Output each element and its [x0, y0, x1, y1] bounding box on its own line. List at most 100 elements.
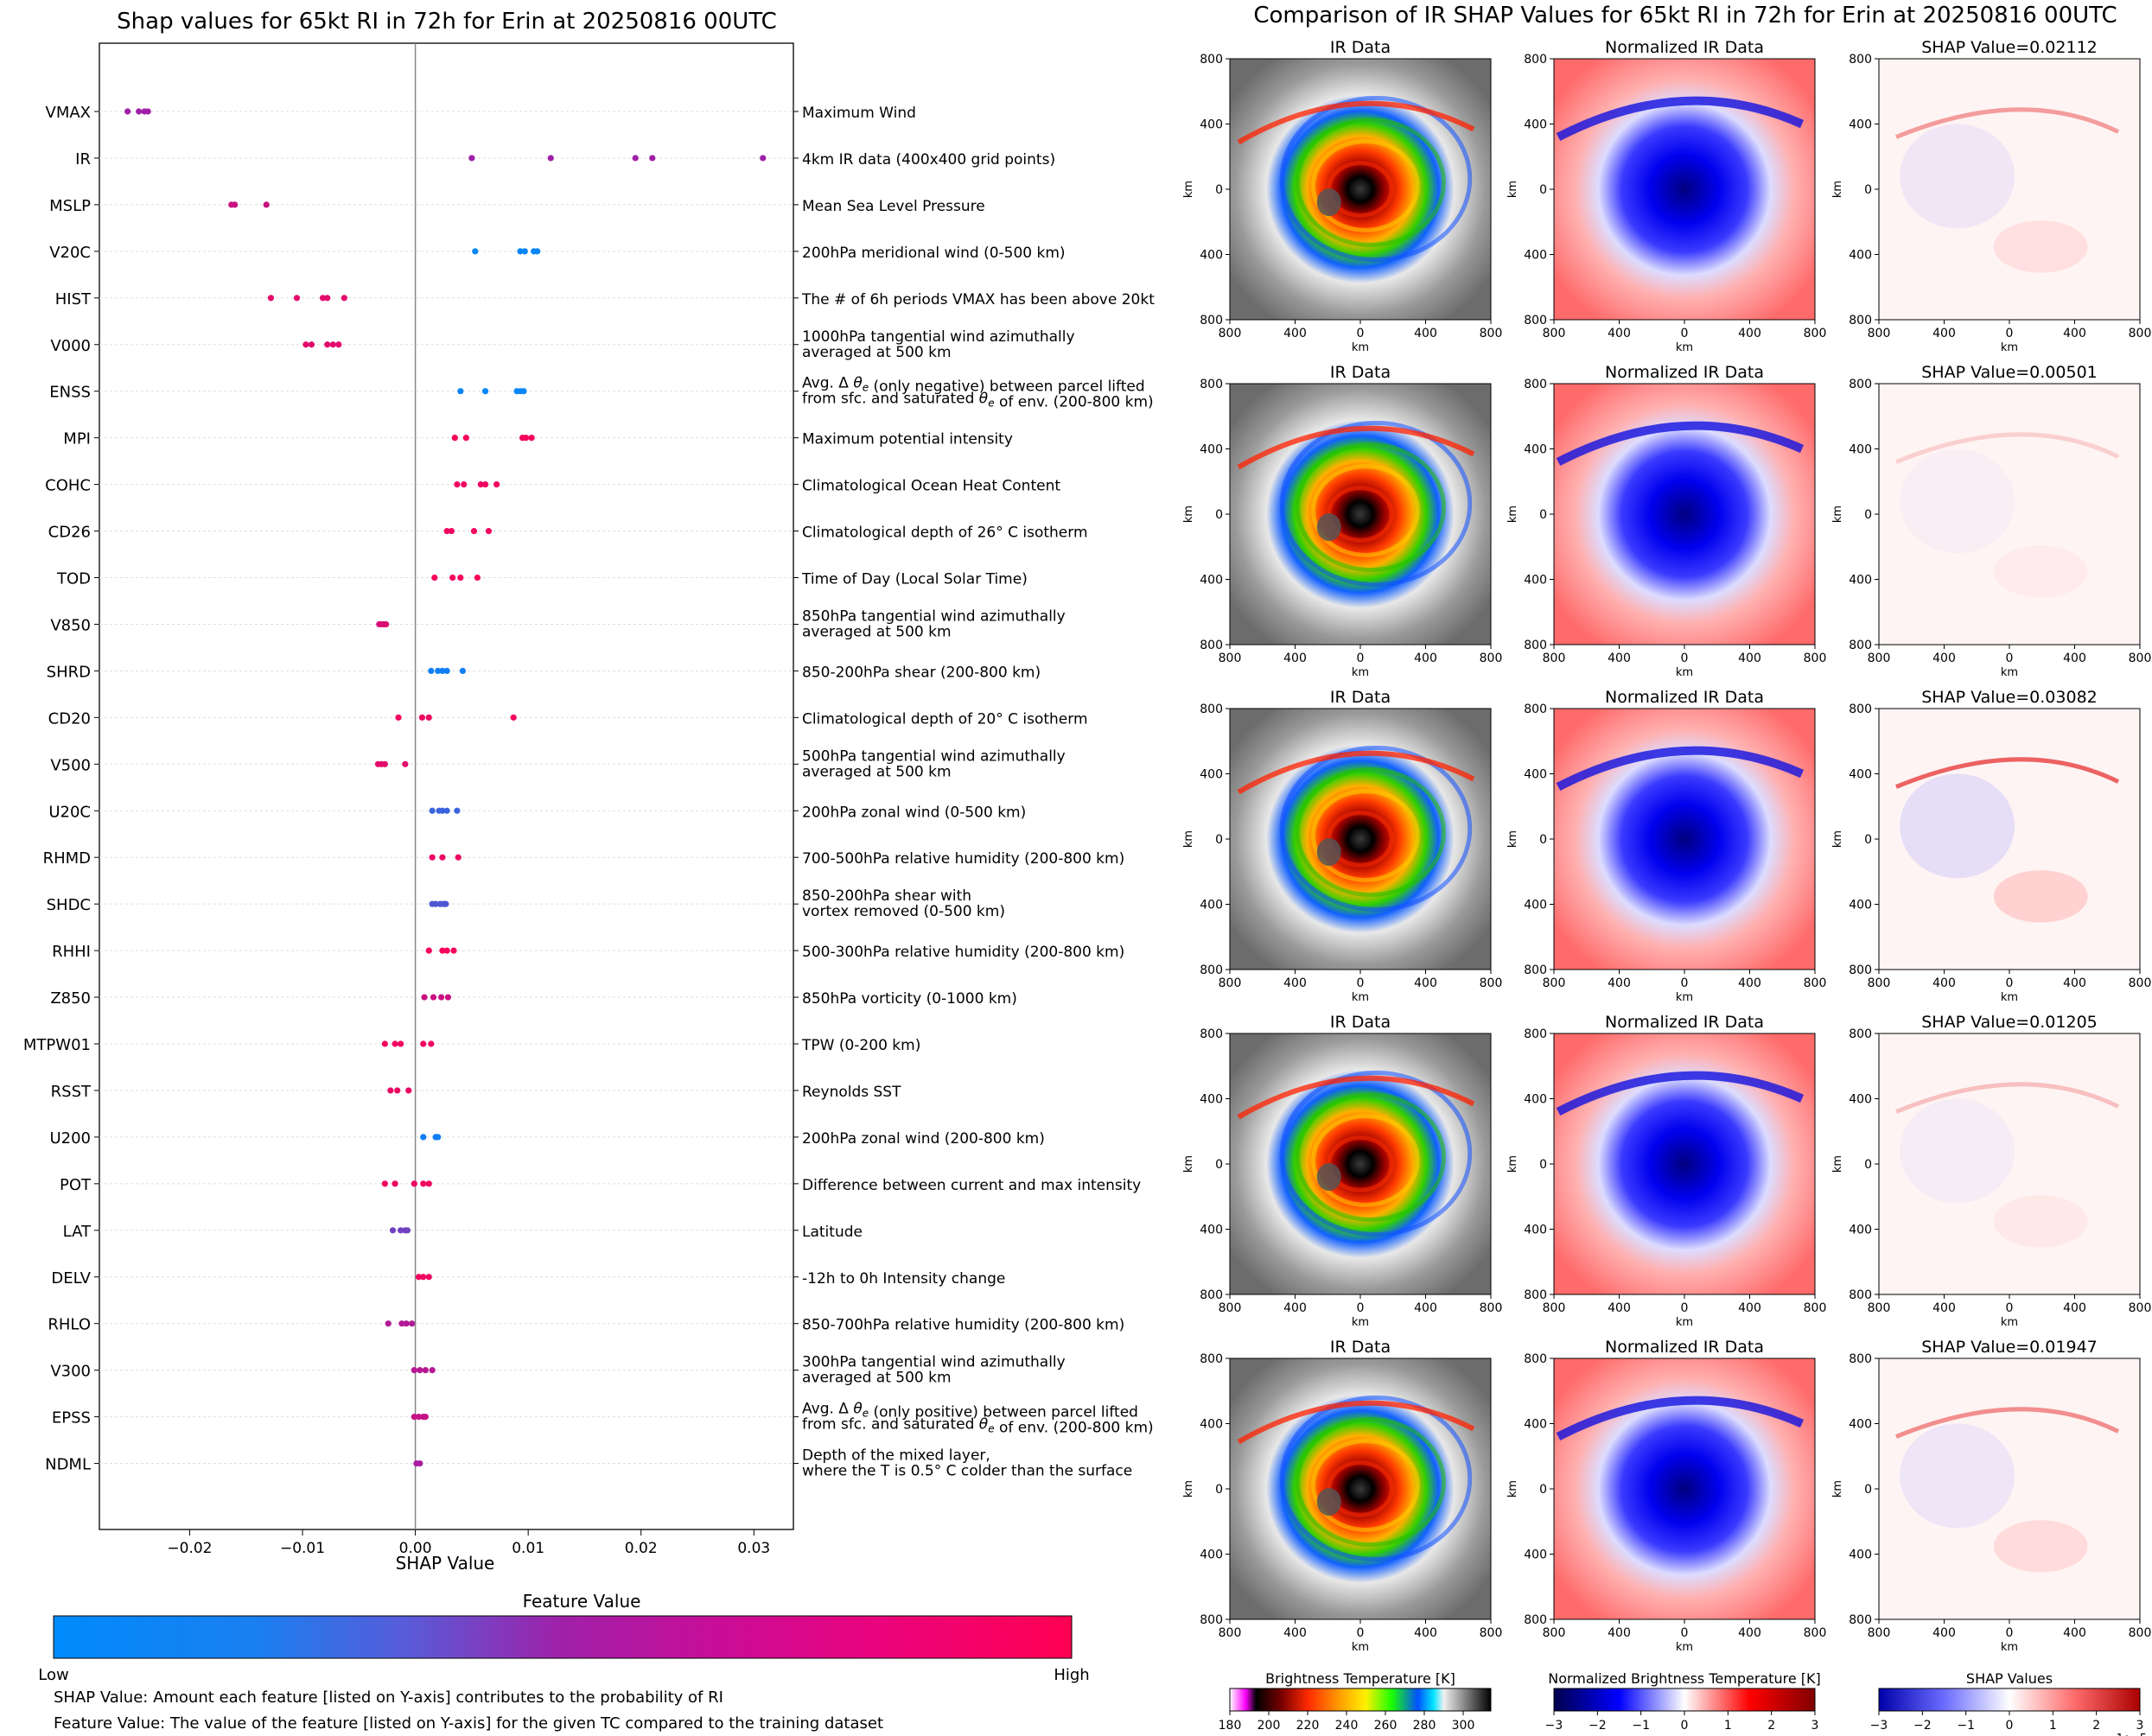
y-tick-label: 800 [1849, 1352, 1872, 1366]
shap-point [439, 807, 446, 814]
feature-description: 850-200hPa shear (200-800 km) [802, 664, 1041, 681]
feature-label: POT [60, 1176, 92, 1194]
shap-point [474, 574, 481, 582]
y-tick-label: 400 [1200, 1224, 1223, 1237]
feature-label: CD26 [48, 524, 91, 542]
x-axis-label: km [2001, 666, 2018, 679]
feature-description: 500-300hPa relative humidity (200-800 km… [802, 944, 1124, 961]
shap-background [1879, 1033, 2140, 1294]
y-tick-label: 400 [1524, 443, 1547, 457]
shap-point [438, 994, 445, 1001]
x-tick-label: 0 [1681, 652, 1689, 665]
shap-point [425, 714, 432, 721]
y-tick-label: 0 [1864, 508, 1872, 522]
feature-label: RSST [51, 1083, 92, 1101]
x-tick-label: 0.01 [512, 1540, 544, 1557]
shap-point [381, 1040, 388, 1047]
feature-description: vortex removed (0-500 km) [802, 903, 1005, 920]
feature-label: MSLP [49, 197, 91, 215]
x-tick-label: 0 [2006, 976, 2014, 990]
note-shap-value: SHAP Value: Amount each feature [listed … [54, 1688, 723, 1707]
shap-point [394, 1087, 401, 1094]
shap-point [457, 388, 464, 395]
eye [1316, 188, 1341, 217]
x-tick-label: 400 [1608, 327, 1631, 340]
shap-point [522, 435, 530, 442]
shap-positive-band [1895, 1407, 2120, 1439]
feature-value-colorbar [53, 1615, 1073, 1659]
shap-point [385, 1320, 392, 1327]
shap-point [263, 201, 270, 208]
y-tick-label: 400 [1200, 118, 1223, 132]
shap-point [425, 947, 432, 954]
cloud-band [1295, 1092, 1447, 1222]
x-axis-label: km [2001, 1316, 2018, 1329]
x-tick-label: 400 [2063, 1301, 2086, 1315]
shap-point [398, 1040, 404, 1047]
feature-label: RHHI [52, 943, 91, 961]
shap-point [517, 248, 524, 255]
x-tick-label: 400 [2063, 976, 2086, 990]
shap-point [435, 667, 442, 675]
colorbar-tick-label: −3 [1545, 1719, 1563, 1733]
y-tick-label: 0 [1539, 183, 1547, 197]
y-tick-label: 400 [1524, 574, 1547, 588]
feature-label: U20C [48, 803, 91, 821]
cloud-band [1295, 442, 1447, 572]
y-tick-label: 800 [1849, 963, 1872, 977]
shap-point [418, 714, 426, 721]
x-tick-label: 400 [1608, 652, 1631, 665]
shap-point [439, 667, 446, 675]
shap-point [432, 900, 439, 907]
y-tick-label: 800 [1849, 1027, 1872, 1041]
shap-point [389, 1227, 397, 1234]
shap-point [411, 1367, 417, 1374]
y-tick-label: 800 [1200, 1613, 1223, 1627]
colorbar-title: SHAP Values [1966, 1670, 2053, 1687]
x-tick-label: 400 [1932, 652, 1956, 665]
y-axis-label: km [1506, 506, 1519, 523]
x-tick-label: 800 [1804, 327, 1827, 340]
colorbar-tick-label: 3 [1811, 1719, 1819, 1733]
shap-point [470, 527, 478, 535]
right-chart-title: Comparison of IR SHAP Values for 65kt RI… [1253, 3, 2117, 29]
shap-point [124, 108, 131, 115]
plot-frame [99, 42, 794, 1530]
y-tick-label: 0 [1539, 508, 1547, 522]
x-tick-label: 800 [1804, 1626, 1827, 1640]
normalized-band [1556, 1396, 1805, 1441]
colorbar [1878, 1688, 2141, 1712]
shap-point [335, 341, 342, 348]
colorbar-tick-label: 2 [1767, 1719, 1775, 1733]
y-tick-label: 800 [1200, 53, 1223, 67]
x-tick-label: 0 [2006, 327, 2014, 340]
feature-description: where the T is 0.5° C colder than the su… [802, 1463, 1132, 1480]
feature-description: 1000hPa tangential wind azimuthally [802, 328, 1075, 346]
shap-point [324, 295, 331, 302]
panel-title: Normalized IR Data [1605, 1338, 1764, 1357]
cloud-band [1279, 745, 1473, 913]
y-axis-label: km [1506, 1155, 1519, 1173]
y-tick-label: 0 [1539, 1158, 1547, 1172]
x-tick-label: 400 [2063, 652, 2086, 665]
colorbar-tick-label: 1 [2049, 1719, 2057, 1733]
x-tick-label: 800 [1480, 976, 1503, 990]
y-tick-label: 400 [1524, 768, 1547, 782]
feature-value-colorbar-title: Feature Value [523, 1591, 641, 1612]
shap-point [481, 388, 489, 395]
shap-point [450, 947, 457, 954]
feature-label: LAT [63, 1223, 92, 1241]
y-tick-label: 800 [1200, 639, 1223, 652]
y-tick-label: 400 [1200, 1093, 1223, 1107]
colorbar-tick-label: 200 [1257, 1719, 1281, 1733]
y-tick-label: 800 [1200, 378, 1223, 391]
shap-point [429, 854, 436, 861]
y-axis-label: km [1182, 830, 1195, 848]
x-tick-label: 400 [1932, 1301, 1956, 1315]
y-tick-label: 800 [1524, 378, 1547, 391]
x-tick-label: 400 [1608, 976, 1631, 990]
x-tick-label: 0.02 [625, 1540, 658, 1557]
shap-positive-band [1895, 432, 2120, 464]
